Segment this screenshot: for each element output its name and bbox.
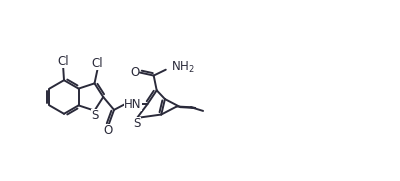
Text: NH$_2$: NH$_2$ bbox=[171, 60, 195, 75]
Text: O: O bbox=[104, 124, 113, 137]
Text: S: S bbox=[91, 109, 98, 122]
Text: S: S bbox=[133, 117, 141, 130]
Text: O: O bbox=[130, 66, 139, 79]
Text: Cl: Cl bbox=[57, 55, 69, 68]
Text: Cl: Cl bbox=[92, 57, 103, 70]
Text: HN: HN bbox=[124, 98, 142, 111]
